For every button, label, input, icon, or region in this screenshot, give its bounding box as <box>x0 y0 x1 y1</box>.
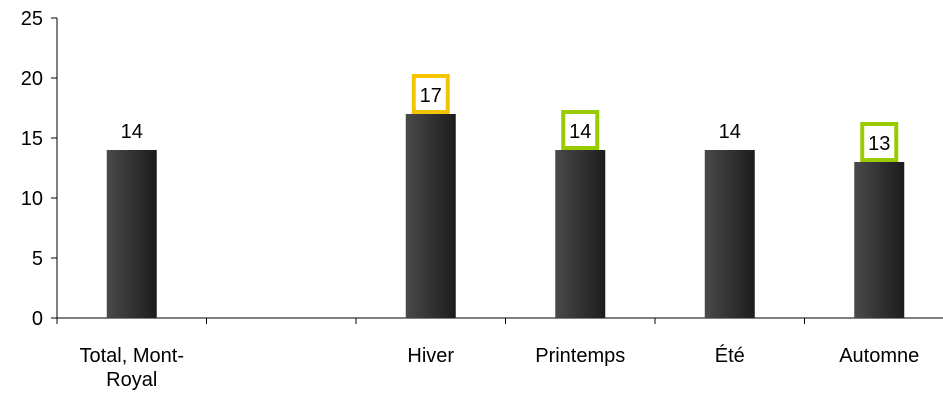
data-label: 17 <box>420 85 442 107</box>
data-label: 13 <box>868 133 890 155</box>
y-tick-label: 5 <box>32 248 43 270</box>
x-category-label: Printemps <box>535 345 625 367</box>
x-category-label: Automne <box>839 345 919 367</box>
data-label-box <box>860 122 899 162</box>
bar <box>405 114 456 318</box>
data-labels: 14 17 14 14 13 <box>121 74 899 162</box>
data-label-box <box>411 74 450 114</box>
y-axis: 0 5 10 15 20 25 <box>21 8 58 330</box>
x-category-label: Total, Mont- <box>80 345 184 367</box>
data-label: 14 <box>121 121 143 143</box>
x-category-label: Royal <box>106 369 157 391</box>
y-tick-label: 0 <box>32 308 43 330</box>
data-label: 14 <box>569 121 591 143</box>
x-category-label: Hiver <box>407 345 454 367</box>
bar <box>704 150 755 318</box>
bar <box>854 162 905 318</box>
y-tick-label: 20 <box>21 68 43 90</box>
data-label: 14 <box>719 121 741 143</box>
data-label-box <box>561 110 600 150</box>
bar <box>106 150 157 318</box>
y-tick-label: 15 <box>21 128 43 150</box>
bars <box>106 114 905 318</box>
y-tick-label: 10 <box>21 188 43 210</box>
x-axis: Total, Mont-Royal Hiver Printemps Été Automn… <box>56 317 943 391</box>
x-category-label: Été <box>715 344 745 367</box>
bar <box>555 150 606 318</box>
y-tick-label: 25 <box>21 8 43 30</box>
